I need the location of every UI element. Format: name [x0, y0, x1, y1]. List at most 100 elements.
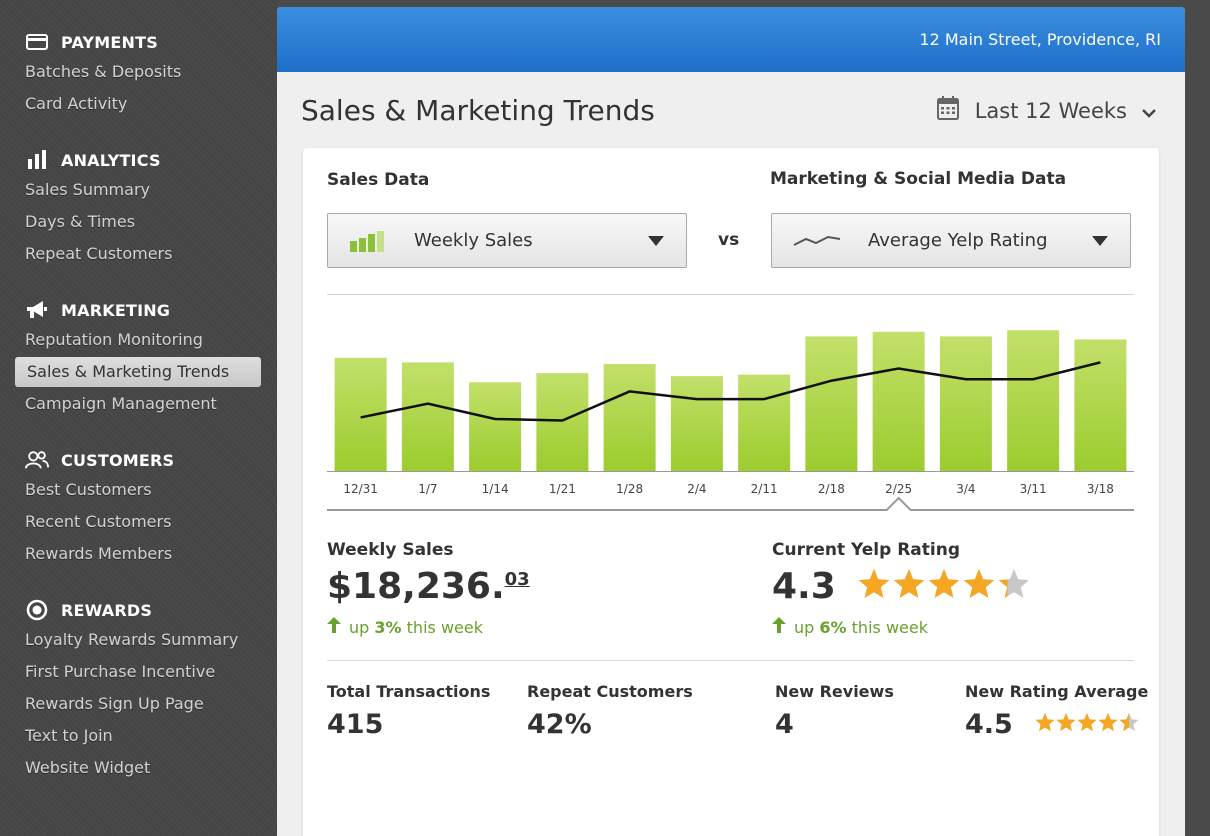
- sidebar: PAYMENTS Batches & Deposits Card Activit…: [0, 0, 277, 836]
- chart-line-series: [360, 361, 1101, 422]
- star-fill: [1077, 712, 1097, 731]
- sidebar-item-website-widget[interactable]: Website Widget: [25, 758, 151, 777]
- new-reviews-value: 4: [775, 709, 794, 740]
- marketing-metric-select[interactable]: Average Yelp Rating: [771, 213, 1131, 268]
- sidebar-item-batches-deposits[interactable]: Batches & Deposits: [25, 62, 182, 81]
- yelp-rating-value: 4.3: [772, 566, 836, 607]
- sidebar-item-recent-customers[interactable]: Recent Customers: [25, 512, 172, 531]
- nav-section-analytics: ANALYTICS Sales Summary Days & Times Rep…: [0, 146, 277, 270]
- x-tick-label: 1/21: [549, 482, 576, 496]
- star-fill: [893, 568, 924, 598]
- chart-bar[interactable]: [536, 373, 589, 471]
- marketing-data-label: Marketing & Social Media Data: [770, 169, 1067, 189]
- chart-bar[interactable]: [872, 331, 925, 471]
- vs-label: vs: [718, 230, 740, 250]
- new-reviews-stat: New Reviews 4: [775, 682, 894, 740]
- nav-header-analytics[interactable]: ANALYTICS: [0, 146, 277, 174]
- star-fill: [1119, 712, 1129, 731]
- weekly-sales-main: $18,236.: [327, 566, 505, 607]
- nav-section-customers: CUSTOMERS Best Customers Recent Customer…: [0, 446, 277, 570]
- small-star-rating: [1035, 712, 1141, 738]
- nav-header-payments[interactable]: PAYMENTS: [0, 28, 277, 56]
- sidebar-item-rewards-sign-up-page[interactable]: Rewards Sign Up Page: [25, 694, 204, 713]
- sidebar-item-days-times[interactable]: Days & Times: [25, 212, 136, 231]
- weekly-sales-cents: 03: [504, 569, 530, 590]
- star-fill: [963, 568, 994, 598]
- dropdown-caret-icon: [648, 236, 664, 246]
- weekly-sales-stat: Weekly Sales $18,236. 03 up 3% this week: [327, 540, 530, 637]
- nav-header-rewards[interactable]: REWARDS: [0, 596, 277, 624]
- arrow-up-icon: [327, 617, 341, 637]
- repeat-customers-label: Repeat Customers: [527, 682, 693, 701]
- star-fill: [858, 568, 889, 598]
- sidebar-item-rewards-members[interactable]: Rewards Members: [25, 544, 173, 563]
- sidebar-item-first-purchase-incentive[interactable]: First Purchase Incentive: [25, 662, 216, 681]
- dropdown-caret-icon: [1092, 236, 1108, 246]
- sidebar-item-text-to-join[interactable]: Text to Join: [25, 726, 113, 745]
- x-tick-label: 1/14: [482, 482, 509, 496]
- bars-icon: [348, 229, 388, 253]
- main-panel: 12 Main Street, Providence, RI Sales & M…: [277, 7, 1185, 836]
- credit-card-icon: [25, 31, 49, 53]
- sidebar-item-best-customers[interactable]: Best Customers: [25, 480, 152, 499]
- sidebar-item-repeat-customers[interactable]: Repeat Customers: [25, 244, 173, 263]
- chart-svg: 12/31 1/7 1/14 1/21 1/28 2/4 2/11 2/18 2/25 3/4 3/…: [327, 330, 1134, 511]
- sidebar-item-reputation-monitoring[interactable]: Reputation Monitoring: [25, 330, 203, 349]
- star-rating-icon: [858, 568, 1029, 598]
- total-transactions-stat: Total Transactions 415: [327, 682, 490, 740]
- nav-header-label: REWARDS: [61, 600, 153, 620]
- x-tick-label: 2/18: [818, 482, 845, 496]
- chevron-down-icon: [1141, 99, 1157, 123]
- arrow-up-icon: [772, 617, 786, 637]
- trend-suffix: this week: [406, 617, 483, 637]
- chart-bar[interactable]: [603, 363, 656, 471]
- chart-bar[interactable]: [1074, 339, 1127, 471]
- x-tick-label: 2/11: [751, 482, 778, 496]
- total-transactions-value: 415: [327, 709, 384, 740]
- page-title: Sales & Marketing Trends: [301, 94, 655, 127]
- weekly-sales-trend: up 3% this week: [327, 617, 530, 637]
- sidebar-item-card-activity[interactable]: Card Activity: [25, 94, 128, 113]
- nav-section-marketing: MARKETING Reputation Monitoring Sales & …: [0, 296, 277, 420]
- divider: [327, 294, 1134, 295]
- yelp-rating-row: 4.3: [772, 566, 1029, 607]
- nav-section-payments: PAYMENTS Batches & Deposits Card Activit…: [0, 28, 277, 120]
- repeat-customers-value: 42%: [527, 709, 592, 740]
- sales-data-label: Sales Data: [327, 170, 430, 190]
- sidebar-item-sales-summary[interactable]: Sales Summary: [25, 180, 150, 199]
- new-rating-average-row: 4.5: [965, 701, 1148, 740]
- location-bar: 12 Main Street, Providence, RI: [277, 7, 1185, 72]
- star-fill: [998, 578, 1008, 598]
- calendar-icon: [936, 96, 959, 125]
- x-tick-label: 3/11: [1020, 482, 1047, 496]
- yelp-rating-trend: up 6% this week: [772, 617, 1028, 637]
- sidebar-item-sales-marketing-trends[interactable]: Sales & Marketing Trends: [15, 357, 261, 387]
- yelp-rating-stat: Current Yelp Rating 4.3 up 6% this week: [772, 540, 1029, 637]
- sidebar-item-loyalty-rewards-summary[interactable]: Loyalty Rewards Summary: [25, 630, 239, 649]
- x-tick-label: 2/4: [687, 482, 706, 496]
- x-tick-label: 12/31: [343, 482, 378, 496]
- weekly-sales-value: $18,236. 03: [327, 566, 530, 607]
- x-tick-label: 1/28: [616, 482, 643, 496]
- chart-bar[interactable]: [401, 362, 454, 471]
- megaphone-icon: [25, 299, 49, 321]
- location-address: 12 Main Street, Providence, RI: [919, 30, 1161, 49]
- nav-header-customers[interactable]: CUSTOMERS: [0, 446, 277, 474]
- nav-header-marketing[interactable]: MARKETING: [0, 296, 277, 324]
- chart-bar[interactable]: [805, 336, 858, 471]
- users-icon: [25, 449, 49, 471]
- week-selector-pointer[interactable]: [327, 496, 1134, 511]
- trend-value: 3%: [374, 617, 402, 637]
- chart-bar[interactable]: [738, 374, 791, 471]
- chart-bar[interactable]: [469, 382, 522, 471]
- sidebar-item-campaign-management[interactable]: Campaign Management: [25, 394, 217, 413]
- title-row: Sales & Marketing Trends Last 12 Weeks: [277, 72, 1185, 148]
- date-range-picker[interactable]: Last 12 Weeks: [936, 96, 1157, 125]
- sales-metric-select[interactable]: Weekly Sales: [327, 213, 687, 268]
- marketing-metric-value: Average Yelp Rating: [868, 230, 1048, 251]
- chart-bar[interactable]: [1007, 330, 1060, 471]
- sales-marketing-chart[interactable]: 12/31 1/7 1/14 1/21 1/28 2/4 2/11 2/18 2/25 3/4 3/…: [327, 308, 1134, 523]
- target-icon: [25, 599, 49, 621]
- chart-bar[interactable]: [670, 376, 723, 471]
- chart-bar[interactable]: [939, 336, 992, 471]
